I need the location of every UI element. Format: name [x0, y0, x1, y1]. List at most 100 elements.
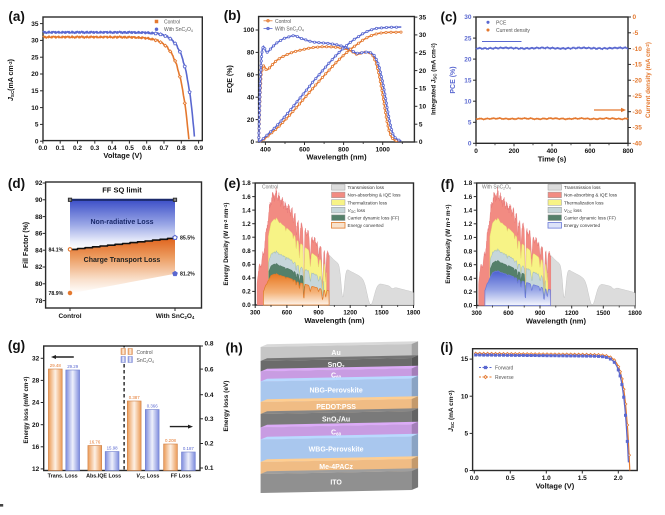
- svg-text:600: 600: [299, 147, 310, 154]
- svg-text:200: 200: [509, 148, 520, 155]
- svg-text:81.2%: 81.2%: [180, 272, 195, 278]
- svg-text:Integrated JSC (mA cm-2): Integrated JSC (mA cm-2): [430, 43, 438, 115]
- svg-text:Energy Density (W m-2 m-1): Energy Density (W m-2 m-1): [445, 204, 453, 283]
- svg-text:0.208: 0.208: [165, 438, 177, 443]
- svg-text:15: 15: [419, 86, 427, 93]
- svg-text:0.4: 0.4: [205, 392, 214, 399]
- svg-text:Wavelength (nm): Wavelength (nm): [304, 316, 365, 325]
- svg-text:0.4: 0.4: [464, 276, 473, 283]
- svg-text:1.0: 1.0: [242, 234, 251, 241]
- svg-text:0.8: 0.8: [242, 248, 251, 255]
- svg-text:85.5%: 85.5%: [180, 236, 195, 242]
- svg-text:1.2: 1.2: [242, 221, 251, 228]
- svg-text:0.0: 0.0: [242, 302, 251, 309]
- svg-text:C60: C60: [331, 429, 342, 436]
- svg-text:With SnC2O4: With SnC2O4: [156, 313, 195, 320]
- svg-text:0.2: 0.2: [464, 289, 473, 296]
- svg-text:With SnC2O4: With SnC2O4: [275, 27, 304, 33]
- svg-text:40: 40: [247, 94, 255, 101]
- svg-text:Non-absorbing & IQE loss: Non-absorbing & IQE loss: [564, 193, 618, 198]
- svg-text:16.76: 16.76: [89, 440, 101, 445]
- svg-text:Non-absorbing & IQE loss: Non-absorbing & IQE loss: [348, 193, 402, 198]
- svg-text:Energy loss (eV): Energy loss (eV): [223, 381, 230, 432]
- svg-text:29.48: 29.48: [50, 363, 62, 368]
- svg-text:15.98: 15.98: [107, 446, 119, 451]
- svg-text:SnO2/Au: SnO2/Au: [322, 417, 350, 424]
- svg-text:800: 800: [623, 148, 634, 155]
- svg-text:Non-radiative Loss: Non-radiative Loss: [90, 219, 153, 226]
- svg-text:VOC Loss: VOC Loss: [136, 474, 159, 480]
- svg-text:10: 10: [419, 104, 427, 111]
- svg-text:NBG-Perovskite: NBG-Perovskite: [309, 388, 362, 395]
- svg-text:SnC2O4: SnC2O4: [137, 358, 155, 364]
- svg-text:Control: Control: [58, 313, 81, 320]
- svg-text:0.2: 0.2: [242, 289, 251, 296]
- svg-text:5: 5: [464, 431, 468, 438]
- svg-text:0.8: 0.8: [464, 248, 473, 255]
- svg-text:600: 600: [585, 148, 596, 155]
- svg-text:Au: Au: [331, 350, 340, 357]
- svg-text:84: 84: [35, 247, 43, 254]
- svg-text:0.0: 0.0: [464, 303, 473, 310]
- svg-text:1.5: 1.5: [578, 475, 587, 482]
- svg-text:30: 30: [419, 32, 427, 39]
- svg-text:82: 82: [35, 264, 43, 271]
- svg-text:VOC loss: VOC loss: [348, 208, 366, 214]
- svg-text:Thermalization loss: Thermalization loss: [564, 200, 604, 205]
- svg-text:10: 10: [461, 393, 469, 400]
- svg-text:0.6: 0.6: [242, 262, 251, 269]
- svg-text:90: 90: [35, 197, 43, 204]
- svg-text:(b): (b): [224, 8, 241, 23]
- svg-text:Me-4PACz: Me-4PACz: [319, 464, 353, 471]
- svg-text:28: 28: [32, 378, 40, 385]
- svg-text:1.0: 1.0: [464, 235, 473, 242]
- svg-text:Transmission loss: Transmission loss: [564, 185, 601, 190]
- svg-text:0: 0: [250, 139, 254, 146]
- svg-text:Wavelength (nm): Wavelength (nm): [306, 153, 367, 162]
- svg-text:(a): (a): [8, 9, 25, 24]
- svg-text:20: 20: [247, 117, 255, 124]
- svg-text:(d): (d): [8, 176, 25, 191]
- svg-text:Wavelength (nm): Wavelength (nm): [526, 317, 587, 326]
- svg-text:15: 15: [461, 356, 469, 363]
- svg-text:300: 300: [250, 310, 261, 317]
- svg-text:30: 30: [31, 38, 39, 45]
- svg-text:20: 20: [31, 71, 39, 78]
- svg-text:84.1%: 84.1%: [49, 247, 64, 253]
- svg-text:0.6: 0.6: [464, 262, 473, 269]
- svg-text:15: 15: [464, 77, 472, 84]
- svg-text:10: 10: [31, 105, 39, 112]
- svg-text:1500: 1500: [596, 310, 610, 317]
- svg-text:-5: -5: [633, 30, 639, 37]
- svg-text:92: 92: [35, 180, 43, 187]
- svg-text:0.387: 0.387: [129, 395, 141, 400]
- svg-text:1800: 1800: [407, 310, 421, 317]
- svg-text:0.9: 0.9: [194, 145, 203, 152]
- svg-text:900: 900: [535, 310, 546, 317]
- svg-text:-35: -35: [633, 125, 643, 132]
- svg-text:86: 86: [35, 231, 43, 238]
- svg-text:400: 400: [260, 147, 271, 154]
- svg-text:Control: Control: [275, 19, 291, 25]
- svg-text:WBG-Perovskite: WBG-Perovskite: [309, 447, 364, 454]
- svg-text:1.6: 1.6: [242, 194, 251, 201]
- svg-text:600: 600: [503, 310, 514, 317]
- svg-text:1.8: 1.8: [464, 180, 473, 187]
- svg-text:FF SQ limit: FF SQ limit: [102, 186, 142, 195]
- svg-text:Charge Transport Loss: Charge Transport Loss: [84, 257, 161, 264]
- svg-text:SnO2: SnO2: [328, 362, 345, 369]
- svg-text:1200: 1200: [343, 310, 357, 317]
- svg-text:(i): (i): [440, 340, 453, 355]
- svg-text:20: 20: [32, 422, 40, 429]
- svg-text:Carrier dynamic loss (FF): Carrier dynamic loss (FF): [348, 216, 400, 221]
- svg-text:1000: 1000: [375, 147, 390, 154]
- svg-text:Voltage (V): Voltage (V): [103, 151, 142, 160]
- svg-text:80: 80: [35, 281, 43, 288]
- svg-text:Transmission loss: Transmission loss: [348, 185, 385, 190]
- svg-text:EQE (%): EQE (%): [227, 65, 234, 93]
- svg-text:Control: Control: [164, 20, 180, 26]
- svg-text:15: 15: [31, 88, 39, 95]
- svg-text:-15: -15: [633, 62, 643, 69]
- svg-text:0.1: 0.1: [205, 465, 214, 472]
- svg-text:(c): (c): [441, 10, 458, 25]
